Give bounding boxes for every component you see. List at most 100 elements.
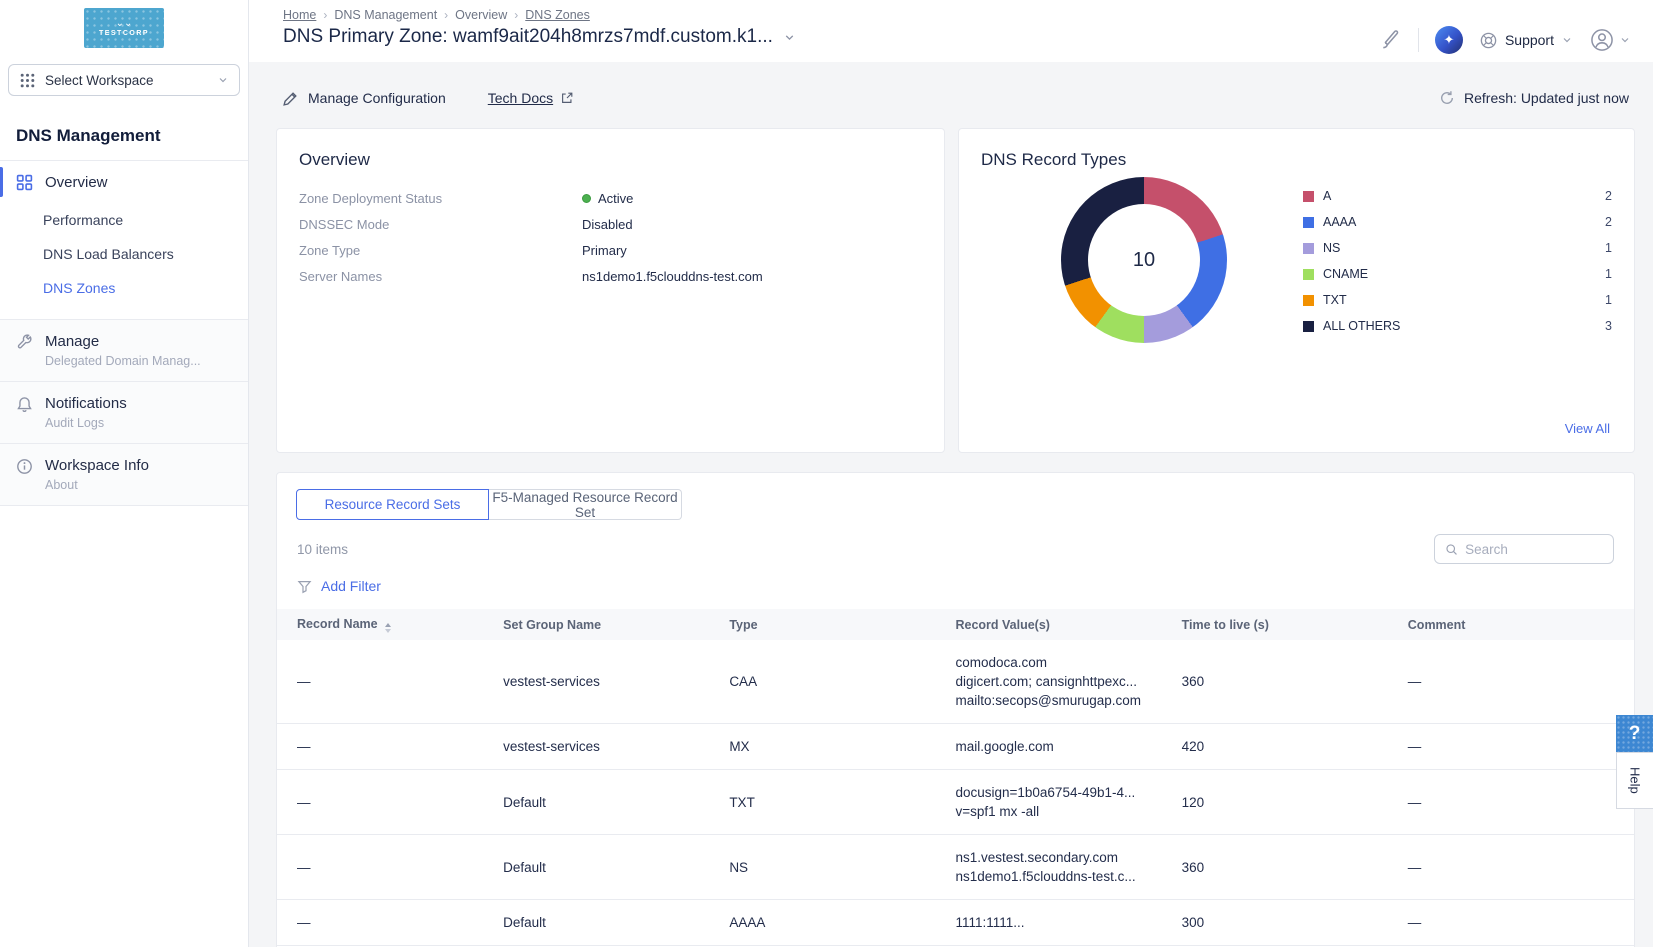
user-menu[interactable] <box>1589 27 1631 53</box>
cell-record-values: comodoca.com digicert.com; cansignhttpex… <box>955 640 1181 724</box>
brand-logo[interactable]: ⌄⌄ TESTCORP <box>0 0 248 56</box>
field-label: Server Names <box>299 269 582 284</box>
manage-configuration-button[interactable]: Manage Configuration <box>282 90 446 107</box>
title-chevron-down-icon[interactable] <box>783 31 796 44</box>
cell-set-group-name: vestest-services <box>503 640 729 724</box>
legend-swatch <box>1303 243 1314 254</box>
legend-swatch <box>1303 295 1314 306</box>
breadcrumb: Home › DNS Management › Overview › DNS Z… <box>283 8 796 22</box>
cell-set-group-name: Default <box>503 770 729 835</box>
cell-record-values: 1111:1111... <box>955 900 1181 946</box>
cell-ttl: 300 <box>1182 900 1408 946</box>
column-header-set-group-name: Set Group Name <box>503 609 729 640</box>
field-value: Active <box>582 191 633 206</box>
search-input[interactable] <box>1465 542 1603 557</box>
sort-icon[interactable] <box>385 623 391 633</box>
table-row[interactable]: — vestest-services MX mail.google.com 42… <box>277 724 1634 770</box>
dns-record-types-card: DNS Record Types 10 A 2 <box>958 128 1635 453</box>
workspace-selector[interactable]: Select Workspace <box>8 64 240 96</box>
field-value: ns1demo1.f5clouddns-test.com <box>582 269 763 284</box>
legend-count: 1 <box>1605 293 1612 307</box>
active-indicator <box>0 167 3 197</box>
sidebar-item-subtitle: Audit Logs <box>45 416 127 430</box>
cell-comment: — <box>1408 640 1634 724</box>
records-panel: Resource Record Sets F5-Managed Resource… <box>276 472 1635 947</box>
main-area: Home › DNS Management › Overview › DNS Z… <box>249 0 1653 947</box>
cell-comment: — <box>1408 770 1634 835</box>
sidebar-title: DNS Management <box>0 104 248 160</box>
sidebar-item-label: Notifications <box>45 395 127 412</box>
help-tab-label: Help <box>1628 767 1643 794</box>
add-filter-button[interactable]: Add Filter <box>297 578 1614 594</box>
cell-ttl: 360 <box>1182 835 1408 900</box>
refresh-status-label: Refresh: Updated just now <box>1464 90 1629 106</box>
records-table: Record Name Set Group Name Type Record V… <box>277 609 1634 946</box>
sidebar-item-dns-load-balancers[interactable]: DNS Load Balancers <box>0 237 248 271</box>
overview-field: Zone Deployment Status Active <box>299 185 922 211</box>
breadcrumb-home[interactable]: Home <box>283 8 316 22</box>
cell-record-name: — <box>277 724 503 770</box>
help-tab-button[interactable]: Help <box>1616 752 1653 809</box>
app-window: ⌄⌄ TESTCORP Select Workspace DNS Managem… <box>0 0 1653 947</box>
support-menu[interactable]: Support <box>1479 31 1573 50</box>
breadcrumb-dns-zones[interactable]: DNS Zones <box>525 8 590 22</box>
overview-field-list: Zone Deployment Status Active DNSSEC Mod… <box>299 185 922 289</box>
view-all-link[interactable]: View All <box>1565 421 1610 436</box>
cell-record-name: — <box>277 640 503 724</box>
brand-wings-icon: ⌄⌄ <box>116 20 133 28</box>
overview-grid-icon <box>16 174 33 191</box>
paintbrush-icon[interactable] <box>1380 29 1402 51</box>
cell-type: MX <box>729 724 955 770</box>
field-label: Zone Deployment Status <box>299 191 582 206</box>
table-row[interactable]: — Default NS ns1.vestest.secondary.com n… <box>277 835 1634 900</box>
support-label: Support <box>1505 32 1554 48</box>
brand-logo-image: ⌄⌄ TESTCORP <box>84 8 164 48</box>
legend-item: ALL OTHERS 3 <box>1303 313 1612 339</box>
field-label: Zone Type <box>299 243 582 258</box>
legend-label: CNAME <box>1323 267 1368 281</box>
legend-swatch <box>1303 269 1314 280</box>
cell-ttl: 120 <box>1182 770 1408 835</box>
search-box[interactable] <box>1434 534 1614 564</box>
manage-configuration-label: Manage Configuration <box>308 90 446 106</box>
tab-resource-record-sets[interactable]: Resource Record Sets <box>296 489 489 520</box>
tech-docs-link[interactable]: Tech Docs <box>488 90 574 106</box>
legend-swatch <box>1303 217 1314 228</box>
legend-label: TXT <box>1323 293 1347 307</box>
table-row[interactable]: — Default TXT docusign=1b0a6754-49b1-4..… <box>277 770 1634 835</box>
column-header-record-values: Record Value(s) <box>955 609 1181 640</box>
sidebar-item-dns-zones[interactable]: DNS Zones <box>0 271 248 305</box>
table-row[interactable]: — vestest-services CAA comodoca.com digi… <box>277 640 1634 724</box>
cell-set-group-name: vestest-services <box>503 724 729 770</box>
field-value: Primary <box>582 243 627 258</box>
legend-count: 1 <box>1605 267 1612 281</box>
column-header-record-name[interactable]: Record Name <box>277 609 503 640</box>
cell-record-name: — <box>277 835 503 900</box>
field-label: DNSSEC Mode <box>299 217 582 232</box>
help-beacon-button[interactable]: ? <box>1616 715 1653 752</box>
sidebar-item-manage[interactable]: Manage Delegated Domain Manag... <box>0 319 248 381</box>
info-icon <box>16 458 33 475</box>
sidebar-item-workspace-info[interactable]: Workspace Info About <box>0 443 248 506</box>
grid-dots-icon <box>19 72 36 89</box>
chart-legend: A 2 AAAA 2 NS <box>1303 183 1612 339</box>
cell-comment: — <box>1408 900 1634 946</box>
breadcrumb-overview: Overview <box>455 8 507 22</box>
items-count: 10 items <box>297 542 348 557</box>
sidebar-item-performance[interactable]: Performance <box>0 203 248 237</box>
breadcrumb-separator: › <box>323 8 327 22</box>
sidebar-item-label: Workspace Info <box>45 457 149 474</box>
add-filter-label: Add Filter <box>321 578 381 594</box>
refresh-button[interactable]: Refresh: Updated just now <box>1439 90 1629 106</box>
tab-f5-managed-resource-record-set[interactable]: F5-Managed Resource Record Set <box>489 489 682 520</box>
cell-ttl: 420 <box>1182 724 1408 770</box>
cell-type: CAA <box>729 640 955 724</box>
overview-field: DNSSEC Mode Disabled <box>299 211 922 237</box>
ai-assistant-button[interactable]: ✦ <box>1435 26 1463 54</box>
sidebar-item-notifications[interactable]: Notifications Audit Logs <box>0 381 248 443</box>
sidebar-item-overview[interactable]: Overview <box>0 161 248 203</box>
breadcrumb-separator: › <box>514 8 518 22</box>
table-row[interactable]: — Default AAAA 1111:1111... 300 — <box>277 900 1634 946</box>
legend-label: ALL OTHERS <box>1323 319 1400 333</box>
legend-label: AAAA <box>1323 215 1356 229</box>
